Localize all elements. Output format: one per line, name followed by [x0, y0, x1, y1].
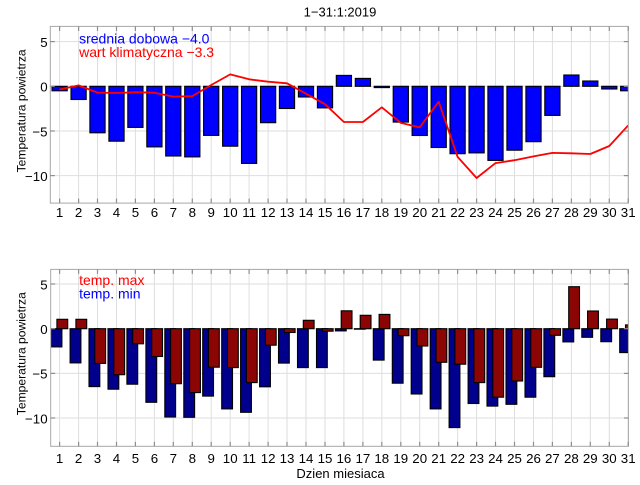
- svg-text:20: 20: [412, 451, 427, 466]
- svg-text:12: 12: [261, 451, 276, 466]
- svg-text:2: 2: [75, 451, 82, 466]
- svg-text:26: 26: [526, 451, 541, 466]
- svg-text:0: 0: [40, 322, 47, 337]
- svg-text:20: 20: [412, 205, 427, 220]
- svg-text:−5: −5: [32, 367, 47, 382]
- svg-text:15: 15: [318, 451, 333, 466]
- svg-text:wart klimatyczna −3.3: wart klimatyczna −3.3: [78, 44, 214, 60]
- svg-text:24: 24: [488, 451, 503, 466]
- svg-text:28: 28: [564, 451, 579, 466]
- svg-text:13: 13: [280, 451, 295, 466]
- svg-text:temp. min: temp. min: [79, 286, 140, 302]
- svg-text:−10: −10: [25, 169, 48, 184]
- svg-text:11: 11: [242, 451, 256, 466]
- svg-text:30: 30: [602, 205, 617, 220]
- svg-text:23: 23: [469, 205, 484, 220]
- svg-text:19: 19: [393, 205, 408, 220]
- svg-text:15: 15: [318, 205, 333, 220]
- svg-text:Dzien miesiaca: Dzien miesiaca: [296, 466, 385, 480]
- svg-text:8: 8: [189, 205, 196, 220]
- svg-text:21: 21: [431, 451, 446, 466]
- svg-text:−10: −10: [25, 411, 48, 426]
- svg-text:5: 5: [132, 205, 139, 220]
- svg-text:16: 16: [337, 451, 352, 466]
- svg-text:28: 28: [564, 205, 579, 220]
- svg-text:22: 22: [450, 451, 465, 466]
- svg-text:29: 29: [583, 451, 598, 466]
- svg-text:31: 31: [621, 451, 636, 466]
- svg-text:27: 27: [545, 205, 560, 220]
- svg-text:0: 0: [40, 80, 47, 95]
- svg-text:25: 25: [507, 451, 522, 466]
- svg-text:14: 14: [299, 451, 314, 466]
- svg-text:6: 6: [151, 205, 158, 220]
- svg-text:temp. max: temp. max: [79, 272, 144, 288]
- svg-text:17: 17: [356, 205, 371, 220]
- svg-text:16: 16: [337, 205, 352, 220]
- svg-text:4: 4: [113, 205, 120, 220]
- svg-text:11: 11: [242, 205, 256, 220]
- svg-text:29: 29: [583, 205, 598, 220]
- svg-text:21: 21: [431, 205, 446, 220]
- svg-text:26: 26: [526, 205, 541, 220]
- svg-text:31: 31: [621, 205, 636, 220]
- svg-text:8: 8: [189, 451, 196, 466]
- svg-text:4: 4: [113, 451, 120, 466]
- svg-text:1: 1: [56, 451, 63, 466]
- svg-text:24: 24: [488, 205, 503, 220]
- svg-text:9: 9: [207, 205, 214, 220]
- svg-text:13: 13: [280, 205, 295, 220]
- svg-text:25: 25: [507, 205, 522, 220]
- svg-text:6: 6: [151, 451, 158, 466]
- svg-text:30: 30: [602, 451, 617, 466]
- svg-text:14: 14: [299, 205, 314, 220]
- svg-text:7: 7: [170, 451, 177, 466]
- svg-text:5: 5: [132, 451, 139, 466]
- svg-text:19: 19: [393, 451, 408, 466]
- svg-text:5: 5: [40, 35, 47, 50]
- svg-text:srednia dobowa −4.0: srednia dobowa −4.0: [79, 31, 210, 47]
- svg-text:22: 22: [450, 205, 465, 220]
- svg-text:12: 12: [261, 205, 276, 220]
- svg-text:7: 7: [170, 205, 177, 220]
- svg-text:5: 5: [40, 277, 47, 292]
- svg-text:23: 23: [469, 451, 484, 466]
- svg-text:1−31:1:2019: 1−31:1:2019: [304, 5, 377, 20]
- svg-text:2: 2: [75, 205, 82, 220]
- svg-text:18: 18: [374, 205, 389, 220]
- svg-text:10: 10: [223, 451, 238, 466]
- svg-text:27: 27: [545, 451, 560, 466]
- svg-text:3: 3: [94, 451, 101, 466]
- svg-text:17: 17: [356, 451, 371, 466]
- svg-text:3: 3: [94, 205, 101, 220]
- svg-text:1: 1: [56, 205, 63, 220]
- svg-text:9: 9: [207, 451, 214, 466]
- svg-text:Temperatura powietrza: Temperatura powietrza: [15, 49, 29, 172]
- svg-text:Temperatura powietrza: Temperatura powietrza: [15, 292, 29, 415]
- svg-text:−5: −5: [32, 124, 47, 139]
- svg-text:10: 10: [223, 205, 238, 220]
- svg-text:18: 18: [374, 451, 389, 466]
